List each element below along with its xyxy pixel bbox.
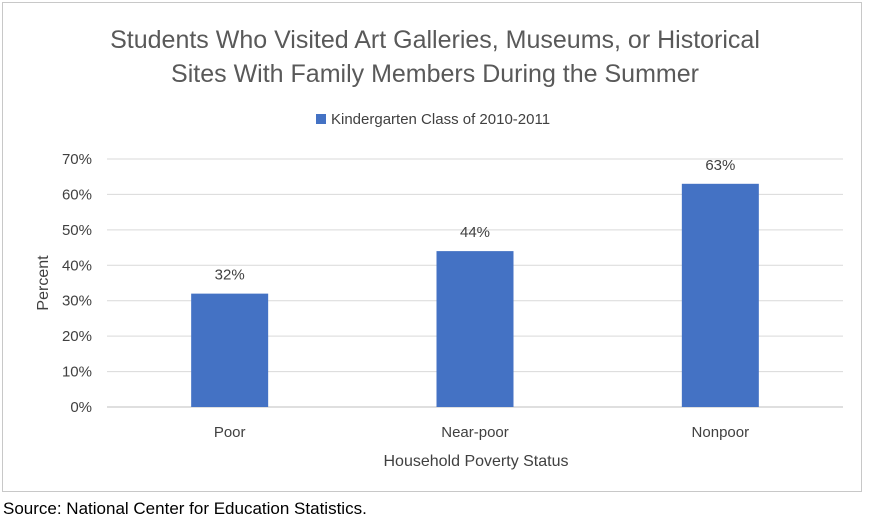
bar	[436, 251, 514, 407]
y-tick-label: 10%	[62, 364, 92, 381]
legend-swatch	[316, 114, 326, 124]
bar-chart: Students Who Visited Art Galleries, Muse…	[35, 26, 843, 470]
y-tick-label: 70%	[62, 151, 92, 168]
y-tick-label: 40%	[62, 257, 92, 274]
x-tick-label: Poor	[214, 424, 246, 441]
y-tick-label: 0%	[70, 399, 92, 416]
bar	[191, 293, 269, 407]
y-tick-label: 60%	[62, 186, 92, 203]
y-tick-label: 20%	[62, 328, 92, 345]
legend: Kindergarten Class of 2010-2011	[316, 111, 550, 128]
y-axis-title: Percent	[35, 255, 52, 311]
x-axis-title: Household Poverty Status	[384, 453, 569, 470]
y-axis-ticks: 0% 10% 20% 30% 40% 50% 60% 70%	[62, 151, 92, 416]
source-note: Source: National Center for Education St…	[3, 499, 367, 518]
chart-title-line-2: Sites With Family Members During the Sum…	[171, 60, 699, 88]
data-label: 44%	[460, 224, 490, 241]
data-labels: 32% 44% 63%	[215, 157, 736, 284]
y-tick-label: 50%	[62, 222, 92, 239]
y-tick-label: 30%	[62, 293, 92, 310]
data-label: 63%	[705, 157, 735, 174]
x-tick-label: Nonpoor	[692, 424, 750, 441]
bar	[681, 183, 759, 407]
legend-label: Kindergarten Class of 2010-2011	[331, 111, 550, 128]
x-tick-label: Near-poor	[441, 424, 509, 441]
data-label: 32%	[215, 267, 245, 284]
bars	[191, 183, 759, 407]
chart-title-line-1: Students Who Visited Art Galleries, Muse…	[110, 26, 760, 54]
x-axis-ticks: Poor Near-poor Nonpoor	[214, 424, 749, 441]
